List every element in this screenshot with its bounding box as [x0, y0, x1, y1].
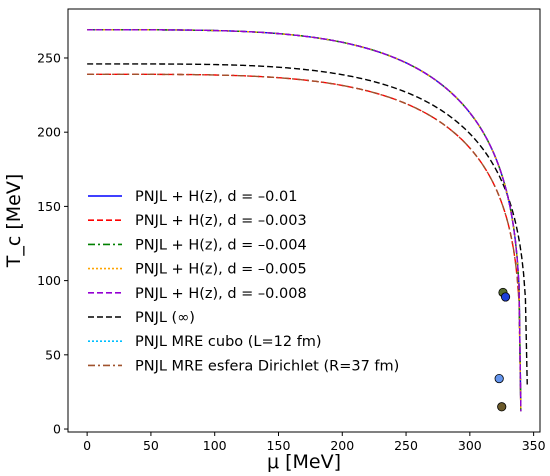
y-tick-label: 0 — [53, 422, 61, 437]
plot-frame — [67, 8, 541, 433]
legend-label: PNJL + H(z), d = –0.005 — [135, 262, 307, 278]
legend: PNJL + H(z), d = –0.01 PNJL + H(z), d = –… — [88, 189, 399, 374]
y-tick-label: 200 — [37, 125, 61, 140]
legend-label: PNJL MRE cubo (L=12 fm) — [135, 334, 322, 350]
series-layer — [87, 29, 528, 412]
x-tick-label: 50 — [143, 438, 159, 453]
y-axis-label: T_c [MeV] — [3, 174, 25, 269]
legend-label: PNJL + H(z), d = –0.008 — [135, 286, 307, 302]
x-tick-label: 150 — [267, 438, 291, 453]
legend-label: PNJL (∞) — [135, 310, 195, 326]
x-tick-label: 350 — [522, 438, 546, 453]
x-tick-label: 200 — [330, 438, 354, 453]
y-tick-label: 50 — [45, 347, 61, 362]
legend-label: PNJL + H(z), d = –0.003 — [135, 213, 307, 229]
series-line — [87, 29, 522, 412]
axis-ticks: 0 50 100 150 200 250 300 350 0 50 100 150 200 250 — [37, 50, 545, 453]
x-tick-label: 100 — [203, 438, 227, 453]
x-tick-label: 300 — [458, 438, 482, 453]
x-tick-label: 250 — [394, 438, 418, 453]
critical-point — [494, 373, 504, 384]
critical-points-layer — [494, 287, 511, 412]
critical-point — [497, 402, 507, 412]
legend-label: PNJL + H(z), d = –0.01 — [135, 189, 297, 205]
x-tick-label: 0 — [83, 438, 91, 453]
legend-label: PNJL MRE esfera Dirichlet (R=37 fm) — [135, 358, 399, 374]
y-tick-label: 100 — [37, 273, 61, 288]
x-axis-label: μ [MeV] — [267, 451, 341, 473]
series-line — [87, 73, 522, 412]
y-tick-label: 150 — [37, 199, 61, 214]
series-line — [87, 63, 528, 385]
legend-label: PNJL + H(z), d = –0.004 — [135, 237, 307, 253]
y-tick-label: 250 — [37, 50, 61, 65]
critical-point — [500, 292, 511, 302]
